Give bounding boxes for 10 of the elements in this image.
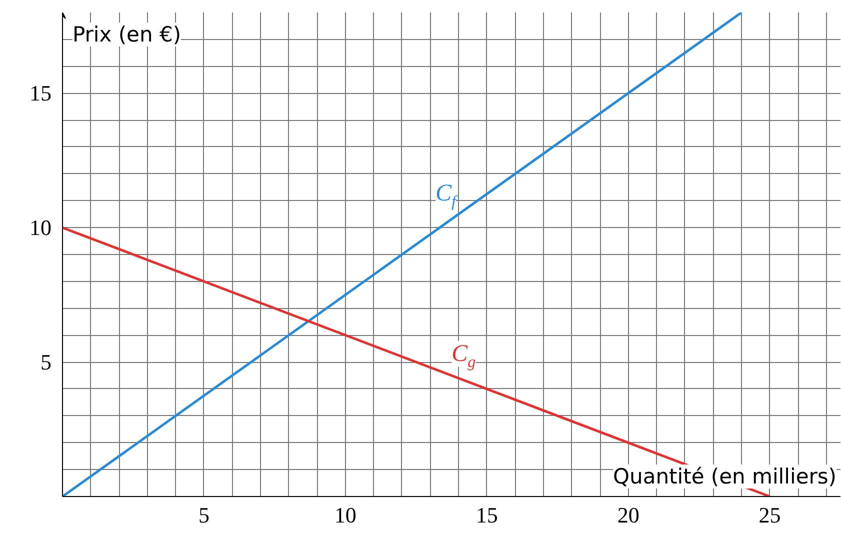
x-tick-label: 20 [617, 502, 640, 528]
x-tick-label: 25 [758, 502, 781, 528]
y-axis-title: Prix (en €) [72, 22, 182, 46]
x-tick-label: 10 [334, 502, 356, 528]
y-tick-label: 5 [40, 350, 52, 375]
x-axis-title: Quantité (en milliers) [613, 464, 837, 488]
x-tick-label: 15 [476, 502, 498, 528]
y-tick-label: 15 [30, 80, 52, 106]
x-tick-label: 5 [198, 502, 210, 528]
y-tick-label: 10 [30, 215, 52, 240]
